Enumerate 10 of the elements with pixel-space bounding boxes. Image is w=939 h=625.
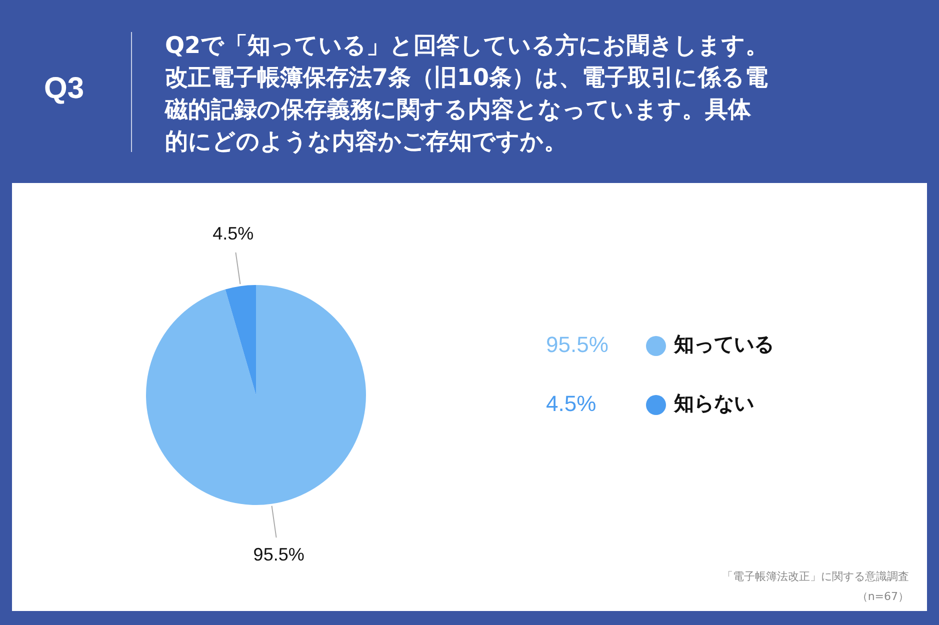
text: （n=67） (856, 589, 909, 605)
text: 4.5% (546, 391, 596, 416)
legend-label: 知っている (673, 332, 774, 356)
chart-title: Q2で「知っている」と回答している方にお聞きします。改正電子帳簿保存法7条（旧10条）は、電子取引に係る電磁的記録の保存義務に関する内容となっています。具体的にどのような内容かご存知ですか。 (165, 32, 770, 157)
data-label: 4.5% (212, 224, 254, 244)
text: 「電子帳簿法改正」に関する意識調査 (722, 569, 909, 585)
data-label: 95.5% (253, 544, 304, 564)
text: Q3 (44, 72, 84, 106)
text: 95.5% (546, 332, 608, 358)
legend-label: 知らない (673, 391, 754, 416)
